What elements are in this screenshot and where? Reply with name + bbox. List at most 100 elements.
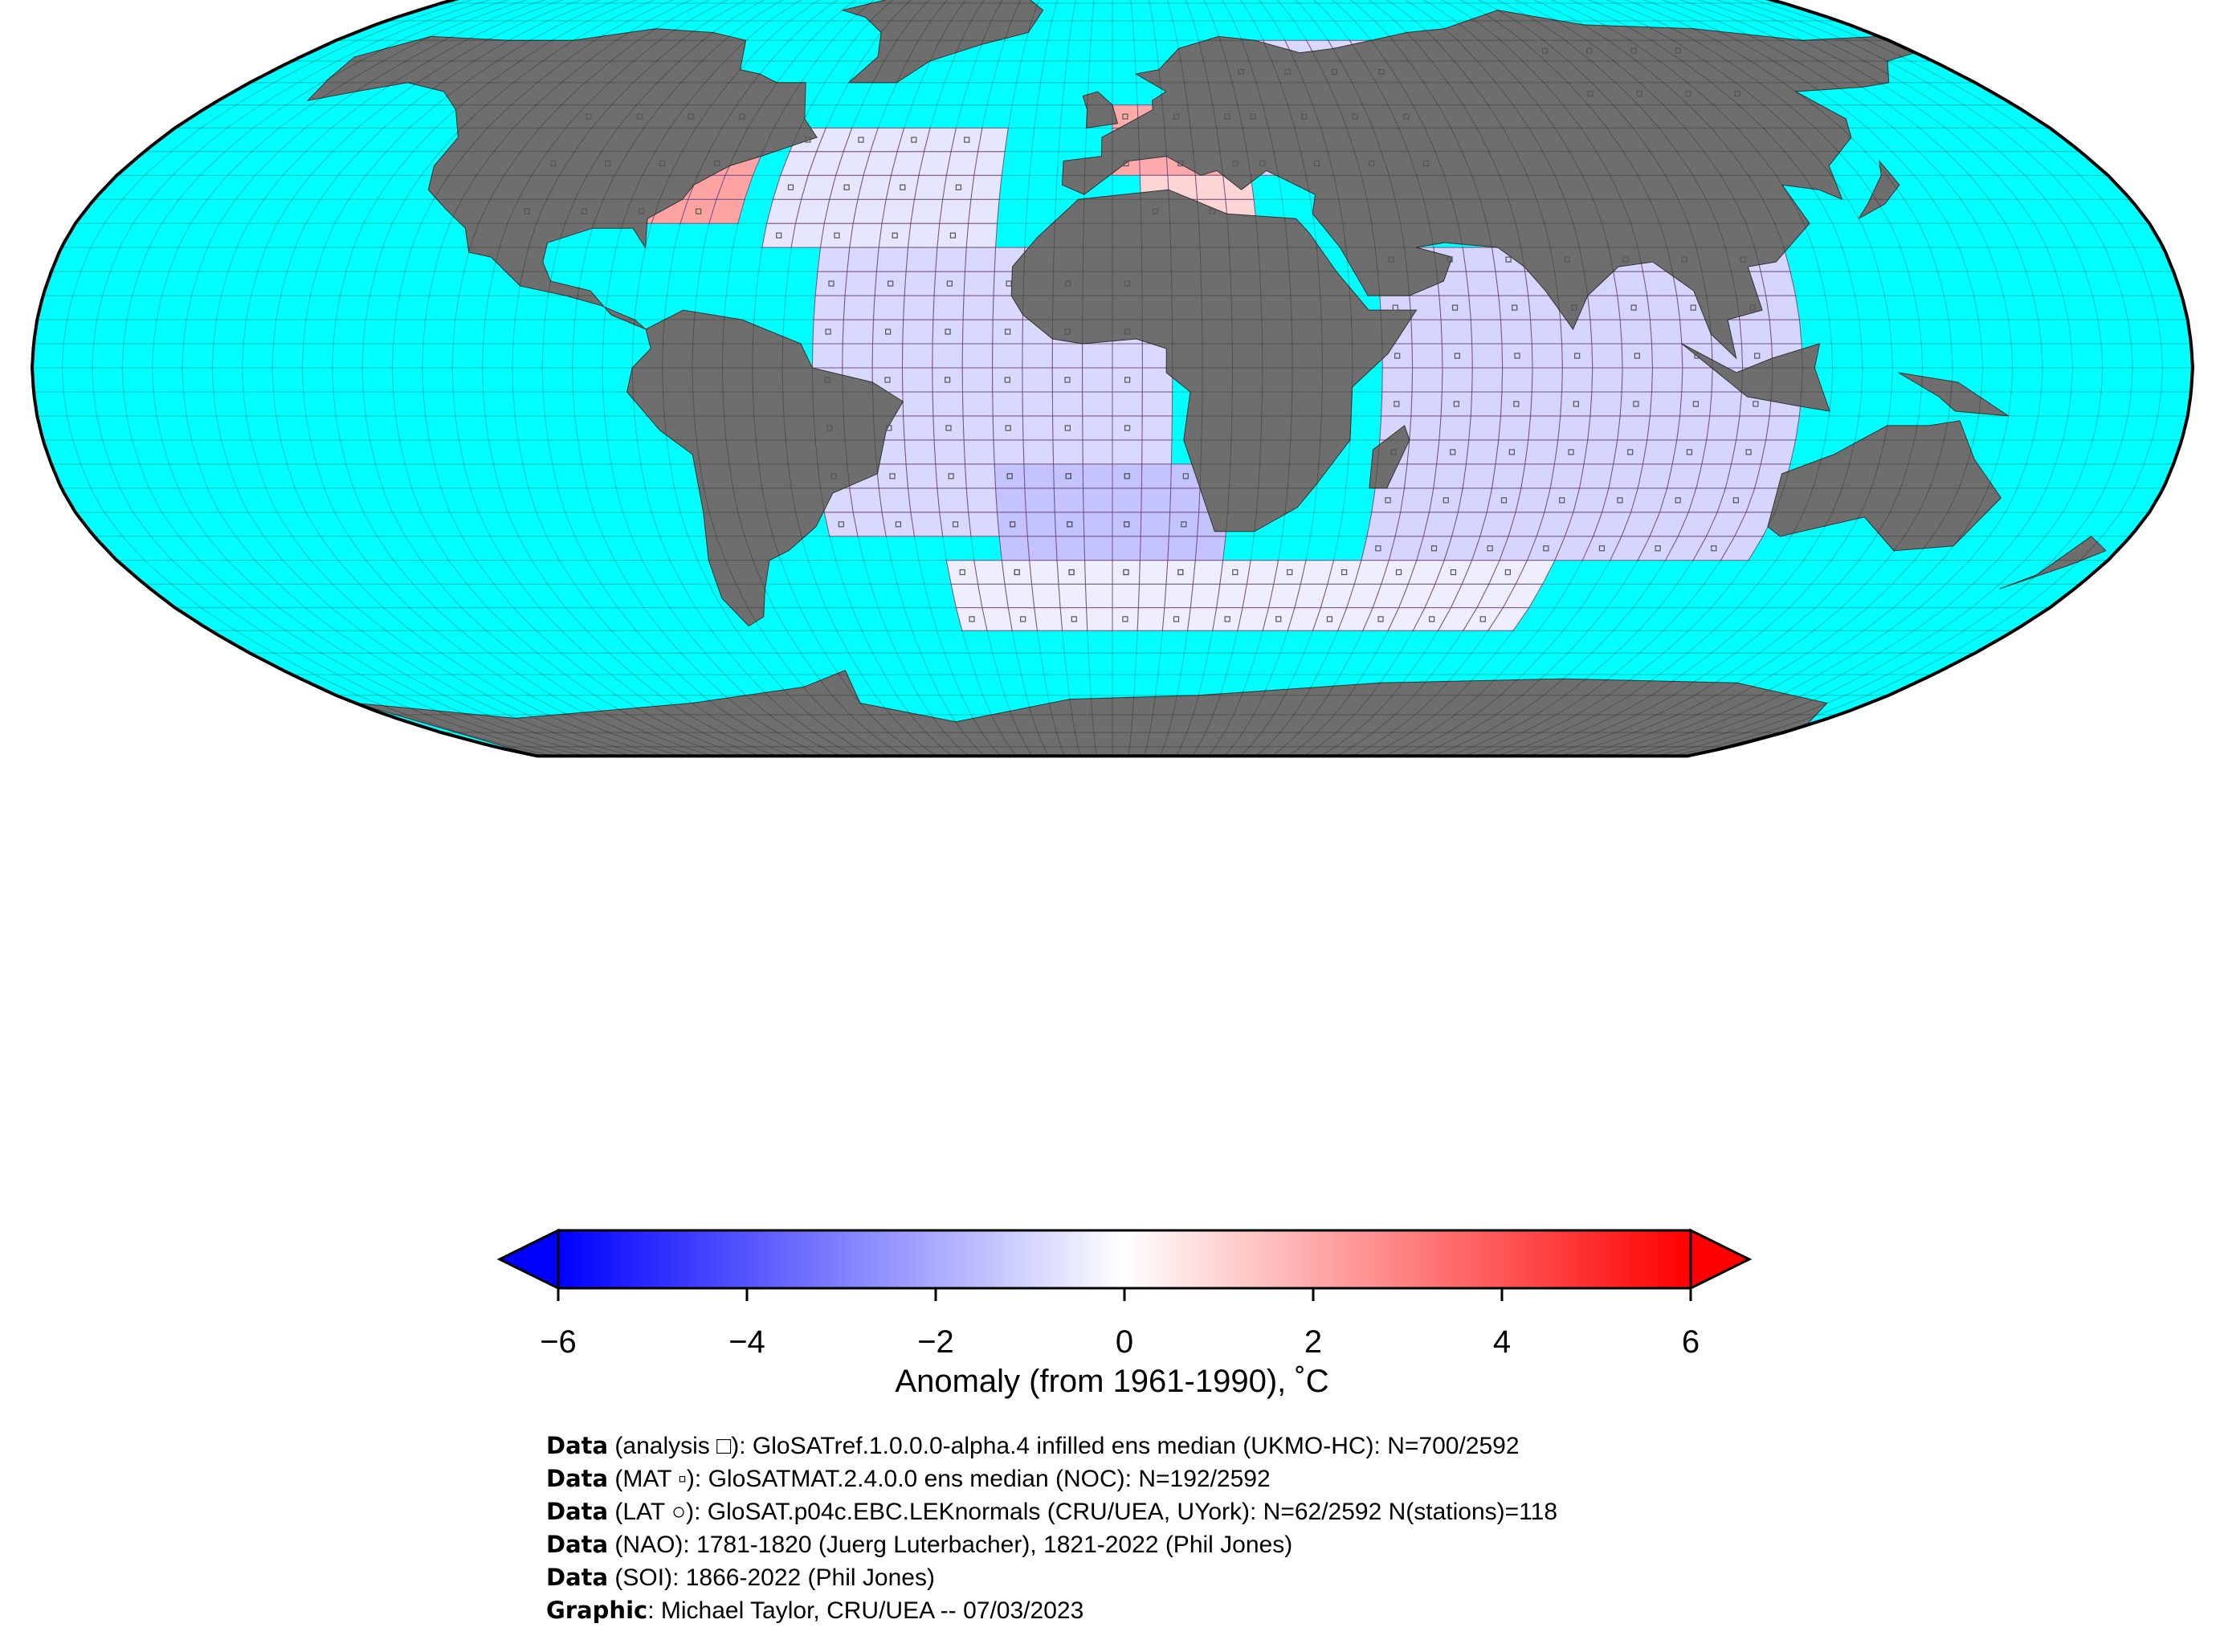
land-north-america	[306, 28, 818, 330]
land-madagascar	[1369, 425, 1410, 489]
analysis-marker	[895, 521, 902, 528]
meridian	[1271, 0, 1414, 757]
analysis-marker	[1259, 160, 1266, 167]
land-greenland	[841, 0, 1044, 84]
anomaly-cell	[1515, 560, 1556, 585]
meridian	[271, 0, 666, 757]
analysis-marker	[1177, 160, 1184, 167]
analysis-marker	[1686, 449, 1693, 455]
colorbar-extend-max	[1689, 1228, 1753, 1291]
meridian	[1352, 0, 1563, 757]
meridian	[961, 0, 1034, 757]
analysis-marker	[1636, 91, 1642, 97]
analysis-marker	[824, 377, 830, 383]
analysis-marker	[1124, 473, 1130, 479]
meridian	[92, 0, 570, 757]
meridian	[61, 0, 554, 757]
analysis-marker	[638, 208, 645, 214]
meridian	[1336, 0, 1533, 757]
analysis-marker	[886, 425, 892, 431]
anomaly-cell	[977, 127, 1009, 153]
colorbar-tick-label: 2	[1304, 1324, 1322, 1360]
meridian	[1191, 0, 1263, 757]
analysis-marker	[1754, 353, 1761, 359]
meridian	[1527, 0, 1893, 757]
meridian	[1431, 0, 1713, 757]
meridian	[1607, 0, 2043, 757]
land-japan	[1857, 159, 1900, 220]
analysis-marker	[1395, 569, 1402, 576]
analysis-marker	[1300, 113, 1308, 120]
analysis-marker	[1287, 569, 1293, 576]
colorbar-tick-label: −2	[917, 1324, 954, 1360]
analysis-marker	[1675, 497, 1681, 504]
analysis-marker	[776, 232, 782, 239]
analysis-marker	[1681, 256, 1687, 263]
analysis-marker	[1692, 401, 1699, 407]
meridian	[1671, 0, 2164, 757]
analysis-marker	[1377, 616, 1384, 622]
analysis-marker	[1375, 545, 1381, 552]
analysis-marker	[1173, 616, 1180, 622]
analysis-marker	[1209, 208, 1216, 214]
colorbar-tick-label: 4	[1493, 1324, 1511, 1360]
analysis-marker	[1341, 569, 1348, 576]
analysis-marker	[787, 184, 794, 190]
analysis-marker	[884, 377, 891, 383]
meridian	[1623, 0, 2074, 757]
meridian	[121, 0, 586, 757]
analysis-marker	[892, 232, 898, 239]
meridian	[1639, 0, 2104, 757]
analysis-marker	[1450, 569, 1457, 576]
analysis-marker	[1071, 616, 1077, 622]
analysis-marker	[1451, 304, 1459, 311]
analysis-marker	[1224, 616, 1230, 622]
analysis-marker	[1224, 113, 1230, 120]
analysis-marker	[838, 521, 844, 528]
meridian	[422, 0, 745, 757]
analysis-marker	[949, 232, 956, 239]
analysis-marker	[1694, 353, 1700, 359]
analysis-marker	[1122, 616, 1128, 622]
colorbar-ticks: −6 −4 −2 0 2 4 6	[540, 1288, 1700, 1360]
analysis-marker	[1559, 497, 1565, 504]
analysis-marker	[1587, 91, 1594, 97]
analysis-marker	[1574, 353, 1581, 359]
credit-line: Data (analysis □): GloSATref.1.0.0.0-alp…	[546, 1432, 1520, 1459]
analysis-marker	[900, 184, 906, 190]
meridian	[1479, 0, 1803, 757]
land-britain	[1082, 91, 1119, 128]
analysis-marker	[952, 521, 959, 528]
analysis-marker	[945, 425, 952, 431]
analysis-marker	[1732, 497, 1739, 504]
meridian	[571, 0, 826, 757]
analysis-marker	[1541, 47, 1549, 54]
analysis-marker	[1065, 473, 1071, 479]
analysis-marker	[1740, 256, 1746, 263]
analysis-marker	[1690, 304, 1696, 311]
analysis-marker	[1368, 160, 1375, 167]
meridian	[662, 0, 873, 757]
analysis-marker	[1352, 113, 1358, 120]
analysis-marker	[1331, 68, 1338, 75]
meridian	[932, 0, 1018, 757]
analysis-marker	[1173, 113, 1180, 120]
analysis-marker	[1122, 113, 1128, 120]
meridian	[541, 0, 810, 757]
data-credits: Data (analysis □): GloSATref.1.0.0.0-alp…	[546, 1430, 1557, 1627]
analysis-marker	[1633, 401, 1639, 407]
analysis-marker	[948, 473, 954, 479]
analysis-marker	[1124, 328, 1131, 335]
colorbar-tick-label: 6	[1682, 1324, 1700, 1360]
analysis-marker	[1152, 208, 1158, 214]
globe-outline	[30, 0, 2195, 758]
analysis-marker	[1182, 473, 1189, 479]
analysis-marker	[1394, 353, 1401, 359]
analysis-marker	[1512, 304, 1518, 311]
meridian	[1144, 0, 1173, 757]
analysis-marker	[1124, 425, 1131, 431]
analysis-marker	[1675, 47, 1681, 54]
analysis-marker	[1508, 449, 1515, 455]
meridian	[871, 0, 985, 757]
analysis-marker	[1284, 68, 1291, 75]
